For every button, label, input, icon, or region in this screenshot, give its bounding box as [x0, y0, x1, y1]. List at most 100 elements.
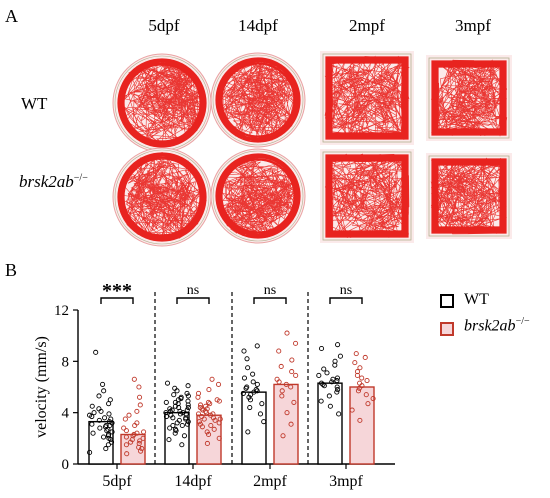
data-point — [177, 411, 183, 417]
legend-label-mutant: brsk2ab−/− — [464, 316, 530, 335]
data-point — [196, 419, 202, 425]
data-point — [284, 330, 290, 336]
data-point — [87, 449, 93, 455]
data-point — [121, 425, 127, 431]
y-tick-label-2: 8 — [62, 354, 70, 370]
data-point — [253, 387, 259, 393]
data-point — [185, 383, 191, 389]
data-point — [278, 363, 284, 370]
row-label-mutant: brsk2ab−/− — [19, 172, 88, 191]
data-point — [352, 360, 358, 366]
data-point — [355, 388, 362, 394]
data-point — [283, 381, 289, 387]
data-point — [185, 398, 191, 404]
data-point — [170, 415, 176, 421]
data-point — [107, 397, 113, 403]
significance-bracket-3mpf — [329, 297, 363, 304]
data-point — [284, 410, 290, 416]
data-point — [137, 402, 143, 408]
data-point — [134, 430, 140, 436]
column-label-5dpf: 5dpf — [148, 16, 180, 35]
significance-label-5dpf: *** — [102, 280, 132, 302]
arena-track-3 — [426, 55, 512, 141]
data-point — [359, 375, 365, 381]
data-point — [205, 399, 212, 405]
data-point — [210, 411, 216, 417]
y-tick-label-0: 0 — [62, 457, 70, 473]
data-point — [245, 429, 251, 435]
data-point — [209, 376, 215, 382]
data-point — [106, 419, 112, 425]
arena-track-5 — [210, 148, 306, 244]
significance-bracket-5dpf — [100, 297, 134, 304]
x-tick-label-2mpf: 2mpf — [253, 473, 287, 490]
data-point — [288, 421, 294, 427]
data-point — [96, 406, 102, 412]
data-point — [215, 381, 222, 387]
data-point — [195, 411, 202, 417]
data-point — [353, 351, 359, 357]
data-point — [185, 404, 191, 411]
panel-b-letter: B — [5, 260, 18, 280]
data-point — [214, 397, 220, 403]
data-point — [240, 390, 246, 396]
data-point — [123, 428, 129, 434]
data-point — [101, 388, 107, 394]
arena-track-2 — [320, 51, 414, 145]
y-axis-label: velocity (mm/s) — [33, 336, 50, 438]
data-point — [137, 394, 143, 400]
row-label-wt: WT — [21, 94, 48, 113]
legend-swatch-wt — [440, 294, 454, 308]
bar-2mpf-mutant — [273, 383, 299, 465]
data-point — [172, 426, 178, 432]
data-point — [250, 379, 256, 385]
x-tick-label-5dpf: 5dpf — [102, 473, 132, 490]
data-point — [96, 393, 102, 399]
data-point — [370, 395, 376, 402]
data-point — [89, 403, 95, 409]
data-point — [134, 420, 140, 426]
data-point — [139, 446, 145, 452]
column-label-14dpf: 14dpf — [238, 16, 278, 35]
data-point — [244, 356, 250, 362]
data-point — [334, 389, 340, 395]
data-point — [141, 429, 147, 435]
arena-track-7 — [426, 153, 512, 239]
data-point — [140, 435, 146, 441]
data-point — [106, 411, 112, 417]
data-point — [136, 384, 142, 390]
data-point — [279, 388, 285, 394]
data-point — [276, 348, 282, 354]
data-point — [257, 411, 264, 417]
data-point — [248, 392, 254, 398]
bar-2mpf-wt — [241, 391, 267, 465]
data-point — [184, 390, 190, 396]
data-point — [244, 384, 250, 390]
data-point — [167, 406, 173, 412]
data-point — [137, 438, 143, 444]
significance-bracket-2mpf — [253, 297, 287, 304]
data-point — [204, 440, 210, 447]
data-point — [329, 379, 335, 385]
data-point — [123, 434, 129, 440]
y-tick-label-1: 4 — [62, 406, 70, 422]
data-point — [259, 401, 265, 407]
data-point — [279, 393, 285, 399]
data-point — [172, 399, 178, 405]
data-point — [179, 442, 185, 448]
data-point — [134, 408, 140, 414]
data-point — [184, 407, 190, 413]
data-point — [102, 415, 108, 421]
data-point — [197, 404, 203, 411]
data-point — [178, 394, 184, 400]
data-point — [100, 434, 107, 440]
data-point — [321, 383, 327, 389]
column-label-3mpf: 3mpf — [455, 16, 491, 35]
data-point — [254, 343, 260, 349]
data-point — [289, 369, 295, 375]
data-point — [247, 397, 253, 403]
data-point — [204, 429, 210, 435]
data-point — [318, 380, 325, 386]
data-point — [337, 353, 343, 359]
data-point — [91, 410, 97, 416]
